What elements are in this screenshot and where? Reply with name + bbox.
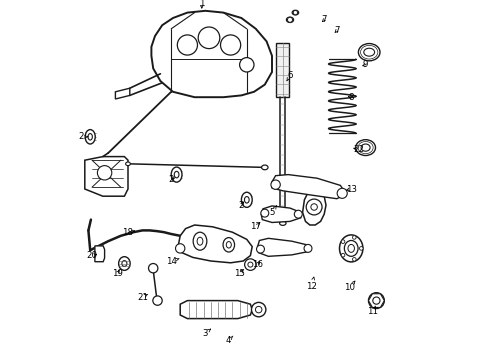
Circle shape: [261, 209, 269, 217]
Ellipse shape: [348, 244, 354, 252]
Text: 17: 17: [250, 222, 261, 231]
Circle shape: [255, 306, 262, 313]
Text: 6: 6: [287, 71, 293, 80]
Ellipse shape: [226, 242, 231, 248]
Circle shape: [306, 199, 322, 215]
Ellipse shape: [361, 144, 370, 151]
Text: 2: 2: [239, 201, 244, 210]
Circle shape: [373, 297, 380, 304]
Ellipse shape: [85, 130, 95, 144]
Text: 5: 5: [269, 208, 275, 217]
Text: 21: 21: [137, 292, 148, 302]
Circle shape: [240, 58, 254, 72]
Ellipse shape: [364, 48, 374, 56]
Ellipse shape: [119, 257, 130, 270]
Ellipse shape: [197, 237, 203, 245]
Polygon shape: [151, 11, 272, 97]
Polygon shape: [85, 157, 128, 196]
Polygon shape: [303, 189, 326, 225]
Polygon shape: [368, 294, 384, 307]
Ellipse shape: [344, 240, 358, 256]
Text: 22: 22: [353, 145, 364, 154]
Text: 10: 10: [344, 284, 355, 292]
Text: 18: 18: [122, 228, 133, 237]
Text: 7: 7: [321, 15, 327, 24]
Text: 15: 15: [234, 269, 245, 278]
Text: 11: 11: [368, 307, 378, 316]
Circle shape: [293, 10, 297, 15]
Circle shape: [177, 35, 197, 55]
Text: 1: 1: [199, 0, 204, 8]
Circle shape: [153, 296, 162, 305]
Text: 4: 4: [226, 336, 232, 345]
Polygon shape: [116, 88, 130, 99]
Ellipse shape: [88, 134, 92, 140]
Ellipse shape: [125, 162, 130, 166]
Ellipse shape: [171, 167, 182, 182]
Text: 12: 12: [306, 282, 317, 291]
Text: 2: 2: [169, 175, 174, 184]
Circle shape: [352, 257, 356, 261]
Circle shape: [248, 262, 253, 267]
Circle shape: [288, 17, 293, 22]
Text: 7: 7: [334, 26, 340, 35]
Circle shape: [271, 180, 280, 189]
Ellipse shape: [262, 165, 268, 170]
Polygon shape: [272, 175, 344, 199]
Text: 2: 2: [78, 132, 84, 141]
Text: 8: 8: [348, 93, 354, 102]
Polygon shape: [180, 301, 252, 319]
Circle shape: [220, 35, 241, 55]
Circle shape: [368, 293, 384, 309]
Ellipse shape: [245, 197, 249, 203]
Circle shape: [175, 244, 185, 253]
Polygon shape: [178, 225, 252, 263]
Text: 20: 20: [87, 251, 98, 260]
Polygon shape: [276, 43, 289, 97]
Circle shape: [257, 245, 265, 253]
Text: 14: 14: [166, 256, 177, 265]
Circle shape: [311, 204, 318, 210]
Circle shape: [294, 210, 302, 218]
Text: 19: 19: [112, 269, 122, 278]
Circle shape: [98, 166, 112, 180]
Ellipse shape: [340, 235, 363, 262]
Ellipse shape: [193, 232, 207, 250]
Polygon shape: [261, 206, 301, 222]
Ellipse shape: [280, 221, 286, 225]
Ellipse shape: [286, 17, 294, 22]
Circle shape: [304, 244, 312, 252]
Text: 13: 13: [346, 184, 357, 194]
Text: 3: 3: [203, 328, 208, 338]
Ellipse shape: [174, 171, 179, 178]
Circle shape: [341, 240, 345, 243]
Circle shape: [245, 259, 256, 270]
Circle shape: [251, 302, 266, 317]
Ellipse shape: [122, 261, 127, 266]
Polygon shape: [258, 238, 310, 256]
Text: 16: 16: [252, 260, 263, 269]
Ellipse shape: [292, 10, 298, 15]
Circle shape: [360, 247, 363, 250]
Ellipse shape: [356, 140, 375, 156]
Ellipse shape: [242, 192, 252, 207]
Circle shape: [148, 264, 158, 273]
Polygon shape: [95, 246, 104, 262]
Ellipse shape: [223, 238, 235, 252]
Text: 9: 9: [363, 60, 368, 69]
Circle shape: [352, 236, 356, 239]
Circle shape: [341, 253, 345, 257]
Circle shape: [198, 27, 220, 49]
Circle shape: [337, 188, 347, 198]
Ellipse shape: [358, 44, 380, 61]
